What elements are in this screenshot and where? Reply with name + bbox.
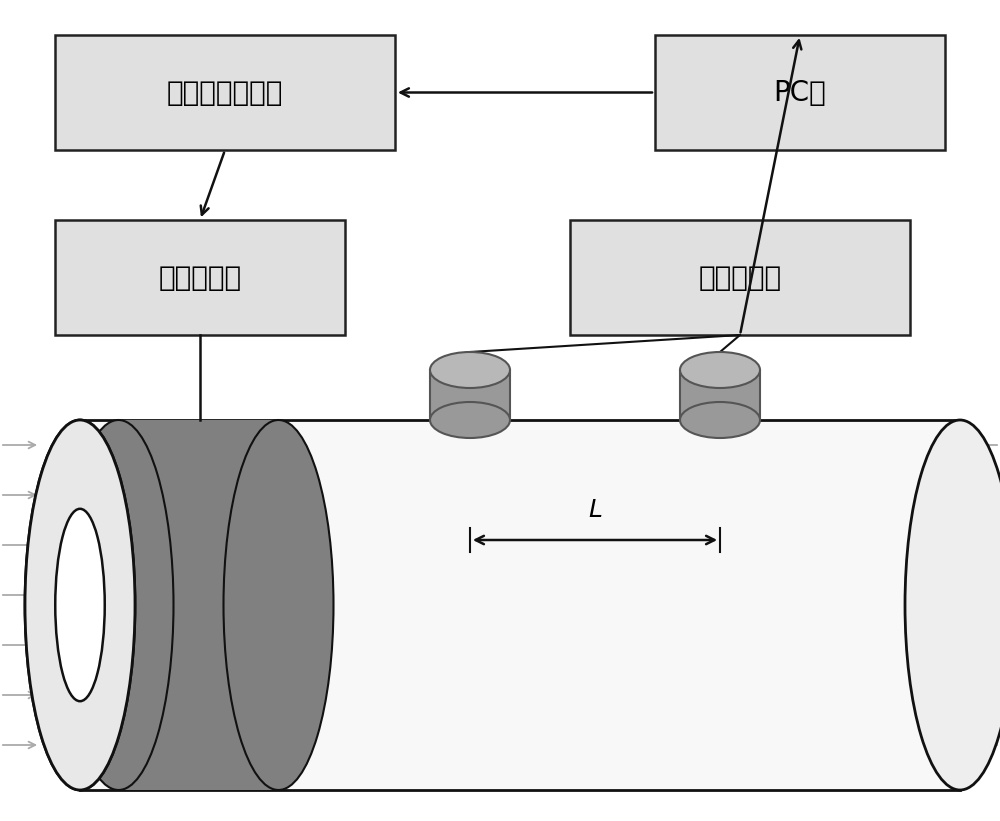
Text: 超声信号发生器: 超声信号发生器 — [167, 79, 283, 107]
Text: PC机: PC机 — [774, 79, 826, 107]
Ellipse shape — [224, 420, 334, 790]
Ellipse shape — [430, 352, 510, 388]
Ellipse shape — [25, 420, 135, 790]
Bar — [119, 420, 278, 790]
Text: L: L — [588, 498, 602, 522]
Ellipse shape — [55, 509, 105, 701]
Bar — [680, 370, 760, 420]
Bar — [655, 35, 945, 150]
Bar — [55, 35, 395, 150]
Bar — [570, 220, 910, 335]
Ellipse shape — [430, 402, 510, 438]
Ellipse shape — [905, 420, 1000, 790]
Ellipse shape — [680, 402, 760, 438]
Ellipse shape — [64, 420, 174, 790]
Bar — [430, 370, 510, 420]
Ellipse shape — [25, 420, 135, 790]
Text: 接收换能器: 接收换能器 — [698, 264, 782, 291]
Ellipse shape — [680, 352, 760, 388]
Ellipse shape — [55, 509, 105, 701]
Bar — [55, 220, 345, 335]
Text: 发射换能器: 发射换能器 — [158, 264, 242, 291]
Bar — [80, 420, 960, 790]
